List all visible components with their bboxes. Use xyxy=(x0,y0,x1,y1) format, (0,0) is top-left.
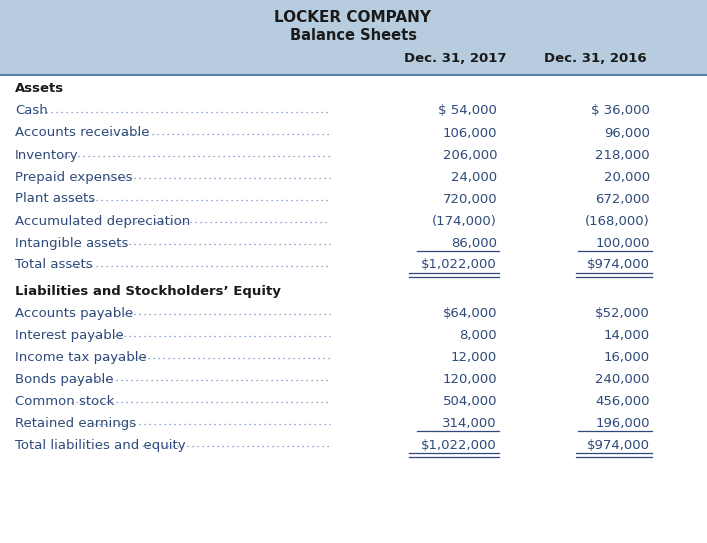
Text: Total liabilities and equity: Total liabilities and equity xyxy=(15,439,186,452)
Text: 456,000: 456,000 xyxy=(595,395,650,408)
Text: Cash: Cash xyxy=(15,104,48,117)
Text: Accounts payable: Accounts payable xyxy=(15,307,133,320)
Text: 12,000: 12,000 xyxy=(451,351,497,364)
Text: 720,000: 720,000 xyxy=(443,193,497,205)
Text: 106,000: 106,000 xyxy=(443,127,497,140)
Text: Income tax payable: Income tax payable xyxy=(15,351,147,364)
Text: Common stock: Common stock xyxy=(15,395,115,408)
Text: Assets: Assets xyxy=(15,83,64,96)
Text: Dec. 31, 2016: Dec. 31, 2016 xyxy=(544,52,646,65)
Text: Accumulated depreciation: Accumulated depreciation xyxy=(15,214,190,228)
Text: 120,000: 120,000 xyxy=(443,373,497,386)
Text: 16,000: 16,000 xyxy=(604,351,650,364)
Text: 240,000: 240,000 xyxy=(595,373,650,386)
Text: 8,000: 8,000 xyxy=(460,329,497,342)
Text: 206,000: 206,000 xyxy=(443,148,497,161)
Text: (168,000): (168,000) xyxy=(585,214,650,228)
Text: Prepaid expenses: Prepaid expenses xyxy=(15,171,132,184)
Text: Retained earnings: Retained earnings xyxy=(15,417,136,430)
Text: 196,000: 196,000 xyxy=(595,417,650,430)
Text: 504,000: 504,000 xyxy=(443,395,497,408)
Text: Intangible assets: Intangible assets xyxy=(15,237,129,249)
Text: Interest payable: Interest payable xyxy=(15,329,124,342)
Text: Dec. 31, 2017: Dec. 31, 2017 xyxy=(404,52,506,65)
Text: Bonds payable: Bonds payable xyxy=(15,373,114,386)
Text: 672,000: 672,000 xyxy=(595,193,650,205)
Text: 24,000: 24,000 xyxy=(451,171,497,184)
Text: 14,000: 14,000 xyxy=(604,329,650,342)
Text: Total assets: Total assets xyxy=(15,258,93,272)
Text: $1,022,000: $1,022,000 xyxy=(421,258,497,272)
Text: $52,000: $52,000 xyxy=(595,307,650,320)
Text: 100,000: 100,000 xyxy=(595,237,650,249)
Text: LOCKER COMPANY: LOCKER COMPANY xyxy=(274,10,431,26)
Text: 218,000: 218,000 xyxy=(595,148,650,161)
FancyBboxPatch shape xyxy=(0,0,707,75)
Text: $1,022,000: $1,022,000 xyxy=(421,439,497,452)
Text: $ 54,000: $ 54,000 xyxy=(438,104,497,117)
Text: 314,000: 314,000 xyxy=(443,417,497,430)
Text: 96,000: 96,000 xyxy=(604,127,650,140)
Text: Liabilities and Stockholders’ Equity: Liabilities and Stockholders’ Equity xyxy=(15,285,281,298)
Text: $974,000: $974,000 xyxy=(587,439,650,452)
Text: $ 36,000: $ 36,000 xyxy=(591,104,650,117)
Text: (174,000): (174,000) xyxy=(432,214,497,228)
Text: 86,000: 86,000 xyxy=(451,237,497,249)
Text: Inventory: Inventory xyxy=(15,148,78,161)
Text: Accounts receivable: Accounts receivable xyxy=(15,127,149,140)
Text: $974,000: $974,000 xyxy=(587,258,650,272)
Text: $64,000: $64,000 xyxy=(443,307,497,320)
Text: 20,000: 20,000 xyxy=(604,171,650,184)
Text: Balance Sheets: Balance Sheets xyxy=(289,28,416,43)
Text: Plant assets: Plant assets xyxy=(15,193,95,205)
